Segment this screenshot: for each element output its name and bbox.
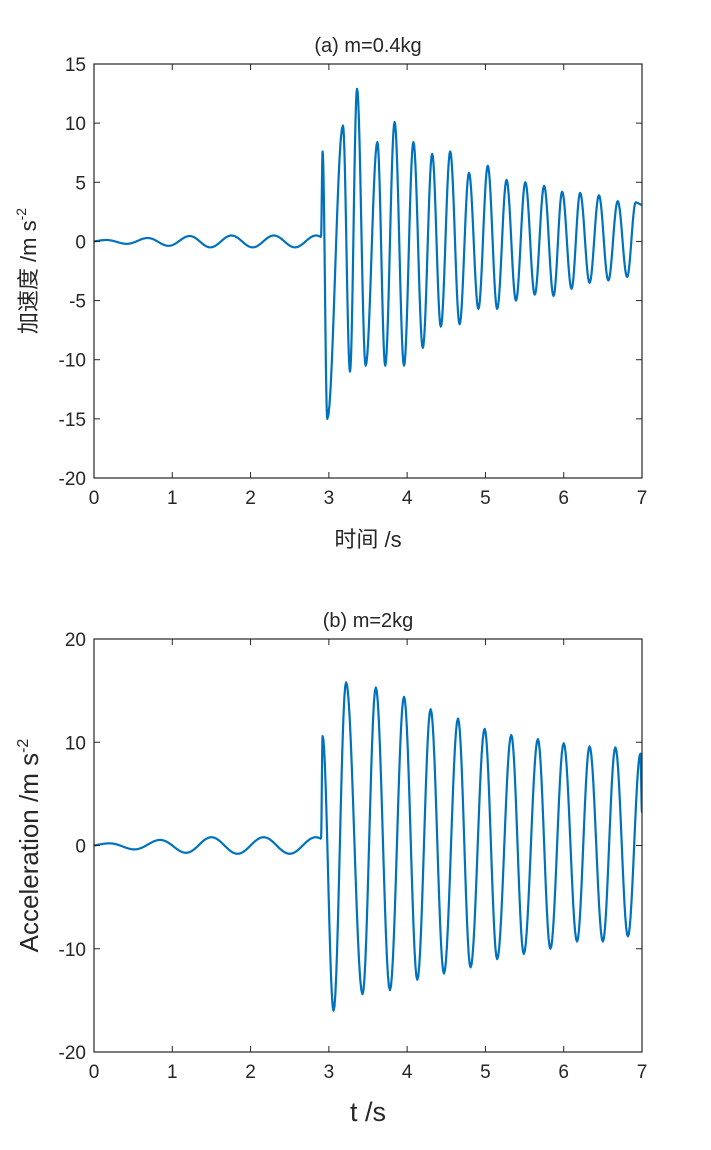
x-tick-label: 4 [402,1062,413,1083]
x-tick-label: 5 [480,1062,491,1083]
x-axis-label: t /s [350,1097,386,1127]
x-tick-label: 7 [637,488,648,509]
y-tick-label: 20 [65,630,86,651]
x-tick-label: 4 [402,488,413,509]
y-tick-label: -15 [59,410,86,431]
x-tick-label: 6 [558,1062,569,1083]
x-axis-label: 时间 /s [334,527,401,552]
y-axis-label: Acceleration /m s-2 [14,739,44,953]
x-tick-label: 5 [480,488,491,509]
series-line-0 [94,87,642,420]
y-tick-label: 15 [65,55,86,76]
chart-title: (b) m=2kg [323,610,414,632]
x-tick-label: 3 [324,1062,335,1083]
x-tick-label: 7 [637,1062,648,1083]
y-tick-label: -10 [59,940,86,961]
y-axis-label-text: 加速度 /m s [16,220,41,334]
series-line-0 [94,681,642,1012]
y-tick-label: 0 [75,232,86,253]
y-axis-label-superscript: -2 [13,208,29,221]
y-axis-label-text: Acceleration /m s [14,753,44,952]
x-tick-label: 2 [245,1062,256,1083]
chart-title: (a) m=0.4kg [314,35,421,57]
y-tick-label: -5 [69,292,86,313]
axes-box [93,63,643,479]
chart-b: 0 1 2 3 4 5 6 7 -20 -10 0 10 20 (b) m=2kg t /s Accelera… [14,610,647,1127]
y-tick-label: 0 [75,837,86,858]
x-tick-label: 2 [245,488,256,509]
y-axis-label: 加速度 /m s-2 [13,208,41,334]
y-tick-label: 5 [75,173,86,194]
y-tick-label: -20 [59,1043,86,1064]
y-axis-label-superscript: -2 [15,739,32,753]
y-tick-label: -20 [59,469,86,490]
chart-a: 0 1 2 3 4 5 6 7 -20 -15 -10 -5 0 5 10 15 (a) m=0.4kg 时间 /… [13,35,647,552]
y-tick-label: 10 [65,114,86,135]
x-tick-label: 0 [89,1062,100,1083]
x-tick-label: 3 [324,488,335,509]
y-tick-label: -10 [59,351,86,372]
x-tick-label: 0 [89,488,100,509]
x-tick-label: 1 [167,488,178,509]
y-tick-label: 10 [65,733,86,754]
x-tick-label: 6 [558,488,569,509]
x-tick-label: 1 [167,1062,178,1083]
